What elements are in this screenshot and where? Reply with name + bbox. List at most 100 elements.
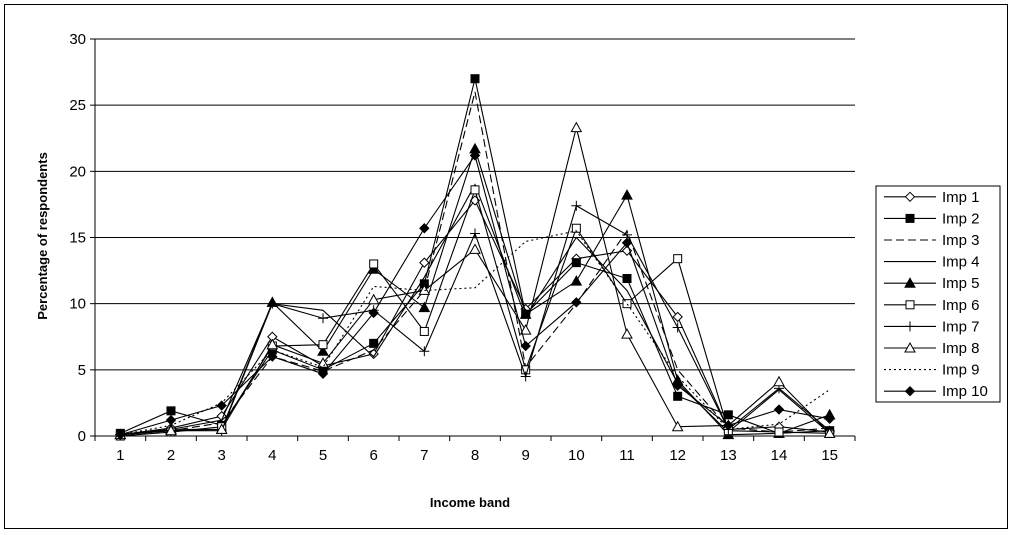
legend-marker	[905, 213, 915, 223]
data-point	[317, 345, 329, 356]
data-point	[469, 243, 481, 254]
data-point	[470, 228, 480, 239]
data-point	[520, 340, 531, 352]
legend-label: Imp 7	[942, 318, 980, 335]
data-point	[621, 328, 633, 339]
data-point	[519, 324, 532, 335]
data-point	[824, 413, 835, 425]
x-tick-label: 8	[471, 447, 479, 464]
x-tick-label: 2	[167, 447, 175, 464]
legend-item: Imp 3	[884, 232, 980, 249]
legend-item: Imp 8	[884, 340, 980, 357]
legend-label: Imp 5	[942, 275, 980, 292]
data-point	[419, 223, 430, 234]
series-line	[120, 78, 830, 434]
data-point	[571, 223, 581, 233]
data-point	[673, 254, 683, 264]
series-3	[120, 91, 830, 436]
legend-marker	[904, 191, 916, 203]
data-point	[622, 274, 632, 284]
data-point	[318, 340, 328, 350]
series-line	[120, 230, 830, 436]
data-point	[520, 371, 531, 382]
data-point	[672, 311, 683, 323]
data-point	[367, 293, 380, 305]
data-point	[419, 346, 430, 357]
data-point	[165, 414, 177, 426]
data-point	[571, 297, 582, 308]
data-point	[622, 299, 632, 309]
legend-marker	[904, 385, 916, 397]
legend-label: Imp 9	[942, 362, 980, 379]
legend-item: Imp 1	[884, 189, 980, 206]
series-line	[120, 91, 830, 436]
data-point	[773, 375, 785, 387]
series-line	[120, 188, 830, 437]
series-4	[120, 183, 831, 436]
data-point	[267, 351, 278, 362]
data-point	[672, 380, 683, 391]
data-point	[773, 404, 785, 415]
legend-label: Imp 2	[942, 210, 980, 227]
data-point	[671, 420, 684, 432]
x-tick-label: 1	[116, 447, 124, 464]
x-tick-label: 9	[521, 447, 529, 464]
data-point	[621, 237, 633, 249]
y-tick-label: 10	[69, 296, 86, 313]
x-tick-label: 13	[720, 447, 737, 464]
data-point	[418, 284, 431, 295]
legend-item: Imp 10	[884, 383, 988, 400]
series-2	[115, 74, 835, 438]
data-point	[571, 258, 581, 268]
legend-marker	[905, 321, 915, 332]
data-point	[267, 298, 278, 309]
data-point	[418, 301, 431, 313]
series-lines	[114, 74, 836, 441]
legend-item: Imp 5	[884, 275, 980, 292]
legend: Imp 1 Imp 2 Imp 3 Imp 4 Imp 5 Imp 6 Imp 7 Imp 8…	[875, 185, 1001, 403]
legend-label: Imp 10	[942, 383, 988, 400]
legend-item: Imp 4	[884, 254, 980, 271]
series-10	[115, 150, 835, 440]
data-point	[470, 185, 480, 195]
data-point	[369, 259, 379, 269]
legend-item: Imp 6	[884, 297, 980, 314]
series-line	[120, 127, 831, 436]
x-tick-label: 11	[619, 447, 635, 464]
legend-marker	[904, 277, 916, 288]
y-tick-label: 25	[69, 97, 86, 114]
data-point	[419, 326, 429, 336]
y-tick-label: 5	[78, 362, 86, 379]
data-point	[368, 307, 379, 319]
data-point	[723, 420, 734, 431]
legend-label: Imp 8	[942, 340, 980, 357]
x-axis-title: Income band	[430, 495, 510, 510]
y-tick-labels: 0 5 10 15 20 25 30	[69, 31, 86, 445]
data-point	[723, 410, 733, 420]
y-axis-title: Percentage of respondents	[35, 152, 50, 320]
x-tick-label: 14	[771, 447, 788, 464]
series-9	[120, 230, 830, 436]
x-tick-label: 12	[669, 447, 686, 464]
data-point	[369, 338, 379, 348]
data-point	[318, 313, 328, 324]
data-point	[469, 150, 481, 161]
data-point	[317, 357, 329, 368]
x-tick-label: 7	[420, 447, 428, 464]
data-point	[216, 400, 227, 411]
series-line	[120, 183, 831, 436]
x-tick-label: 15	[821, 447, 838, 464]
series-6	[115, 185, 835, 441]
data-point	[774, 427, 784, 437]
data-point	[115, 429, 126, 440]
data-point	[519, 308, 532, 319]
legend-label: Imp 6	[942, 297, 980, 314]
x-tick-label: 6	[369, 447, 377, 464]
data-point	[419, 257, 430, 268]
legend-marker	[905, 300, 915, 310]
x-tick-labels: 1 2 3 4 5 6 7 8 9 10 11 12 13 14 15	[116, 447, 838, 464]
y-tick-label: 15	[69, 230, 86, 247]
legend-marker	[904, 341, 916, 353]
data-point	[823, 427, 836, 438]
